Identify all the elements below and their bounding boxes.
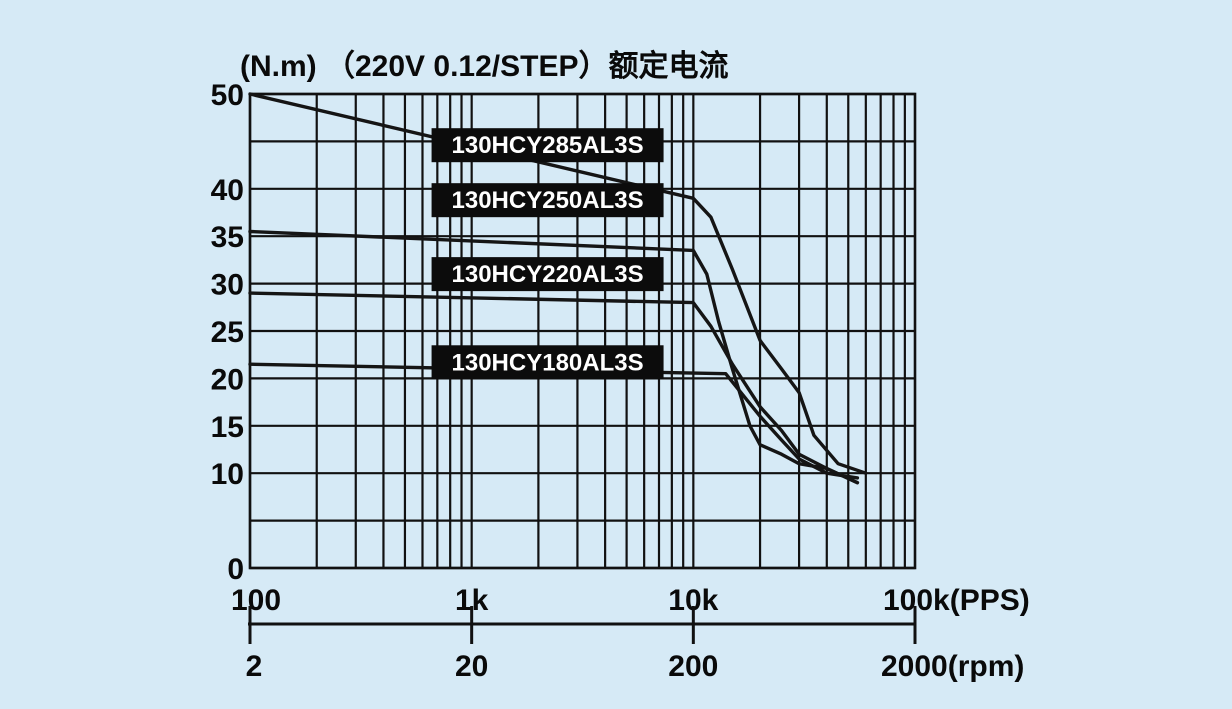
plot-frame	[248, 92, 917, 570]
series-label-box-1	[431, 183, 664, 218]
series-line-3	[248, 362, 860, 480]
series-label-2: 130HCY220AL3S	[452, 261, 644, 288]
curves	[248, 92, 868, 485]
rpm-tick-label: 2000(rpm)	[881, 650, 1024, 683]
y-tick-label: 50	[211, 79, 244, 112]
y-tick-label: 10	[211, 458, 244, 491]
x-tick-label: 100	[231, 584, 281, 617]
y-tick-label: 0	[227, 553, 244, 586]
chart-title: (N.m) （220V 0.12/STEP）额定电流	[240, 49, 728, 83]
series-label-box-0	[431, 128, 664, 163]
y-tick-label: 30	[211, 269, 244, 302]
y-tick-label: 40	[211, 174, 244, 207]
x-tick-label: 100k(PPS)	[883, 584, 1030, 617]
y-tick-label: 20	[211, 363, 244, 396]
series-label-1: 130HCY250AL3S	[452, 187, 644, 214]
series-label-0: 130HCY285AL3S	[452, 132, 644, 159]
series-label-box-2	[431, 257, 664, 292]
rpm-tick-label: 200	[668, 650, 718, 683]
series-line-0	[248, 92, 868, 475]
series-line-extra	[248, 291, 860, 485]
y-tick-label: 25	[211, 316, 244, 349]
y-tick-label: 15	[211, 411, 244, 444]
rpm-scale: 2 20 200 2000(rpm)	[246, 606, 1024, 683]
series-label-3: 130HCY180AL3S	[452, 349, 644, 376]
grid	[248, 92, 917, 570]
series-label-box-3	[431, 345, 664, 380]
rpm-tick-label: 20	[455, 650, 488, 683]
rpm-tick-label: 2	[246, 650, 263, 683]
y-tick-label: 35	[211, 221, 244, 254]
series-labels: 130HCY285AL3S 130HCY250AL3S 130HCY220AL3S 1…	[431, 128, 664, 380]
